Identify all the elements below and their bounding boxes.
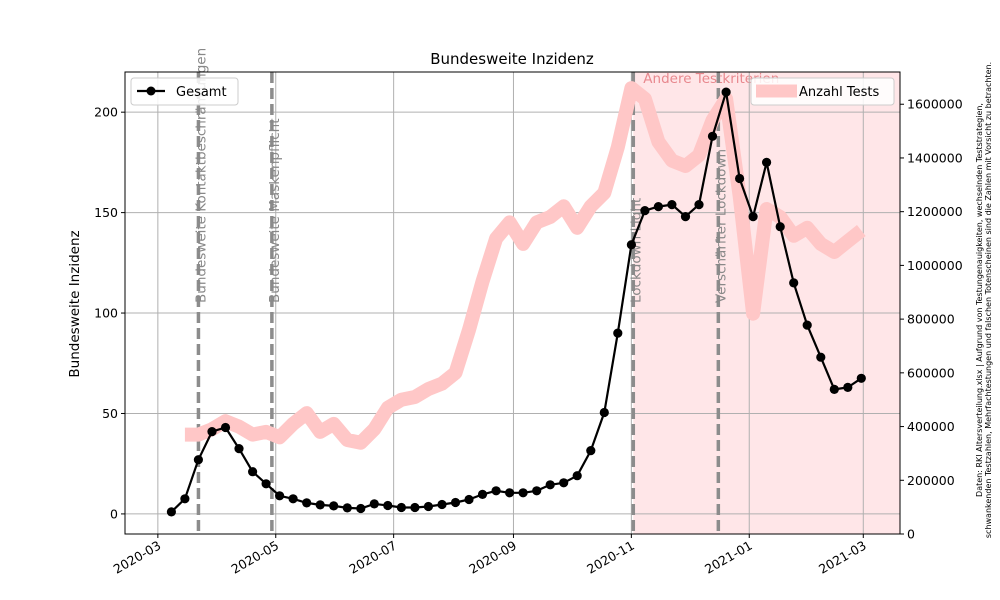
y-tick-label-3: 150 [94,205,118,220]
y-tick-label-1: 50 [102,406,118,421]
data-source-note: Daten: RKI Altersverteilung.xlsx | Aufgr… [975,62,993,538]
incidence-point-44 [762,157,772,167]
incidence-point-31 [586,446,596,456]
incidence-point-10 [302,498,312,508]
incidence-series-layer [166,87,866,517]
incidence-point-8 [275,491,285,501]
y2-tick-label-4: 800000 [907,312,955,327]
incidence-point-11 [315,500,325,510]
incidence-point-4 [220,422,231,433]
incidence-point-48 [816,352,826,362]
incidence-point-14 [356,503,366,514]
legend-left-box [130,77,239,106]
chart-title: Bundesweite Inzidenz [430,50,594,68]
incidence-point-29 [559,478,569,488]
incidence-point-49 [829,384,839,394]
y2-tick-label-1: 200000 [907,473,955,488]
incidence-point-42 [735,173,745,184]
incidence-point-6 [248,467,258,477]
tests-series-line [184,81,866,450]
y-tick-label-2: 100 [94,306,118,321]
incidence-point-36 [653,202,664,212]
incidence-point-5 [234,444,244,454]
y2-tick-label-5: 1000000 [907,258,963,273]
y2-tick-label-7: 1400000 [907,150,963,165]
incidence-point-12 [329,501,339,511]
y2-tick-label-2: 400000 [907,419,955,434]
incidence-point-25 [505,488,515,498]
event-line-label-0: Bundesweite Kontaktbeschränkungen [193,48,209,303]
legend-right: Anzahl Tests [750,77,895,106]
incidence-point-30 [572,471,582,481]
incidence-point-46 [789,278,799,288]
incidence-point-3 [207,427,217,437]
incidence-point-51 [856,373,866,383]
incidence-point-19 [423,501,433,512]
tests-series-layer [184,81,866,450]
y2-tick-label-0: 0 [907,527,915,542]
incidence-point-0 [166,507,176,517]
plot-frame [124,71,901,535]
incidence-point-33 [613,328,623,338]
shaded-region [633,72,900,534]
y-axis-title: Bundesweite Inzidenz [67,230,83,377]
incidence-point-13 [342,503,352,513]
incidence-point-23 [477,489,488,499]
x-tick-label-2: 2020-07 [346,538,399,577]
incidence-point-38 [680,212,691,222]
incidence-point-26 [518,488,528,498]
incidence-point-47 [802,320,812,330]
y2-tick-label-8: 1600000 [907,97,963,112]
x-tick-label-0: 2020-03 [111,538,164,577]
legend-gesamt-label: Gesamt [176,85,227,100]
incidence-point-41 [721,87,731,97]
incidence-point-28 [545,480,555,490]
data-source-note-line1: Daten: RKI Altersverteilung.xlsx | Aufgr… [975,103,984,497]
incidence-point-17 [396,502,406,513]
incidence-point-22 [464,494,474,505]
shaded-region-layer: Andere Testkriterien [633,71,900,534]
incidence-point-50 [843,382,853,392]
event-lines-layer: Bundesweite Kontaktbeschränkungen Bundesw… [193,48,729,534]
incidence-point-7 [261,479,271,489]
event-line-label-3: Verschärfter Lockdown [713,149,729,303]
x-tick-label-4: 2020-11 [584,538,637,577]
incidence-point-18 [410,502,420,513]
incidence-point-20 [437,499,447,510]
incidence-point-35 [640,206,650,216]
incidence-point-2 [193,455,203,465]
legend-left: Gesamt [130,77,239,106]
x-tick-label-1: 2020-05 [229,538,282,577]
y-tick-label-4: 200 [94,105,118,120]
x-tick-label-3: 2020-09 [466,538,519,577]
incidence-point-39 [694,200,704,210]
x-tick-label-5: 2021-01 [702,538,755,577]
incidence-point-45 [775,222,785,232]
shaded-region-label: Andere Testkriterien [643,71,779,87]
incidence-point-9 [288,494,298,504]
incidence-point-24 [491,486,501,496]
incidence-point-27 [532,486,542,496]
incidence-point-37 [667,200,677,210]
event-line-label-1: Bundesweite Maskenpflicht [267,118,283,303]
data-source-note-line2: schwankenden Testzahlen, Mehrfachtestung… [984,62,993,538]
incidence-point-21 [450,497,461,508]
incidence-point-43 [748,212,758,222]
incidence-point-34 [626,240,637,250]
incidence-point-16 [383,500,393,511]
x-tick-label-6: 2021-03 [816,538,869,577]
y2-tick-label-6: 1200000 [907,204,963,219]
legend-gesamt-marker [146,86,156,96]
incidence-point-1 [180,494,190,504]
incidence-point-32 [599,407,609,418]
y2-tick-label-3: 600000 [907,365,955,380]
incidence-series-line [170,90,862,513]
legend-tests-label: Anzahl Tests [799,85,880,100]
incidence-point-15 [369,499,379,509]
y-tick-label-0: 0 [110,506,118,521]
incidence-point-40 [707,131,718,141]
